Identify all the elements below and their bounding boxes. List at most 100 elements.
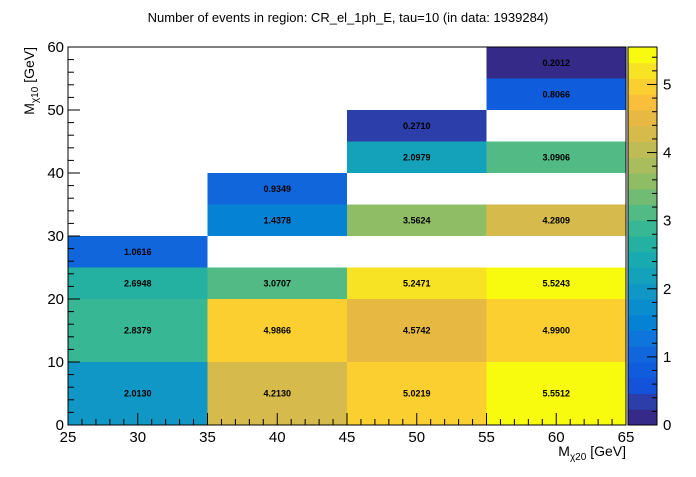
x-tick-label: 65 xyxy=(618,429,635,446)
cell-value-label: 2.6948 xyxy=(124,278,152,288)
heatmap-cell xyxy=(347,110,487,142)
y-tick-label: 10 xyxy=(47,354,64,371)
cell-value-label: 5.0219 xyxy=(403,389,431,399)
y-axis-title-sub: χ10 xyxy=(30,86,41,103)
cell-value-label: 1.4378 xyxy=(263,215,291,225)
y-tick-label: 40 xyxy=(47,165,64,182)
x-tick-label: 30 xyxy=(129,429,146,446)
cell-value-label: 2.0130 xyxy=(124,389,152,399)
colorbar-band xyxy=(628,236,657,253)
cell-value-label: 3.0906 xyxy=(542,152,570,162)
y-axis-title-main: M xyxy=(21,103,37,115)
colorbar-band xyxy=(628,362,657,379)
colorbar-tick-label: 5 xyxy=(663,76,671,93)
colorbar-band xyxy=(628,157,657,174)
y-tick-label: 30 xyxy=(47,228,64,245)
colorbar-tick-label: 3 xyxy=(663,213,671,230)
cell-labels: 2.0130 4.2130 5.0219 5.5512 2.8379 4.9866 4.57… xyxy=(124,58,570,399)
cell-value-label: 5.2471 xyxy=(403,278,431,288)
y-axis-title: Mχ10 [GeV] xyxy=(21,47,41,115)
heatmap-cell xyxy=(207,173,347,205)
colorbar-band xyxy=(628,299,657,316)
heatmap-cell xyxy=(486,299,626,362)
heatmap-cell xyxy=(486,141,626,173)
cell-value-label: 2.0979 xyxy=(403,152,431,162)
heatmap-cell xyxy=(68,299,208,362)
colorbar-band xyxy=(628,173,657,190)
x-axis-title: Mχ20 [GeV] xyxy=(558,443,626,463)
x-tick-label: 60 xyxy=(548,429,565,446)
heatmap-cells xyxy=(68,47,626,425)
cell-value-label: 3.5624 xyxy=(403,215,431,225)
colorbar-band xyxy=(628,251,657,268)
colorbar-band xyxy=(628,314,657,331)
heatmap-cell xyxy=(486,204,626,236)
heatmap-cell xyxy=(68,267,208,299)
cell-value-label: 0.9349 xyxy=(263,184,291,194)
colorbar-tick-label: 1 xyxy=(663,349,671,366)
cell-value-label: 4.2130 xyxy=(263,389,291,399)
colorbar-band xyxy=(628,188,657,205)
cell-value-label: 4.5742 xyxy=(403,326,431,336)
colorbar-band xyxy=(628,78,657,95)
cell-value-label: 0.2012 xyxy=(542,58,570,68)
colorbar-band xyxy=(628,94,657,111)
y-tick-label: 20 xyxy=(47,291,64,308)
colorbar-band xyxy=(628,47,657,64)
x-tick-label: 25 xyxy=(60,429,77,446)
cell-value-label: 3.0707 xyxy=(263,278,291,288)
cell-value-label: 2.8379 xyxy=(124,326,152,336)
colorbar-band xyxy=(628,267,657,284)
colorbar-band xyxy=(628,377,657,394)
cell-value-label: 0.2710 xyxy=(403,121,431,131)
y-axis-title-unit: [GeV] xyxy=(21,47,37,87)
x-tick-label: 45 xyxy=(339,429,356,446)
cell-value-label: 0.8066 xyxy=(542,89,570,99)
x-tick-label: 50 xyxy=(408,429,425,446)
cell-value-label: 4.9866 xyxy=(263,326,291,336)
heatmap-cell xyxy=(347,267,487,299)
heatmap-cell xyxy=(347,299,487,362)
cell-value-label: 1.0616 xyxy=(124,247,152,257)
heatmap-cell xyxy=(207,267,347,299)
cell-value-label: 4.2809 xyxy=(542,215,570,225)
x-axis-title-unit: [GeV] xyxy=(586,443,626,459)
colorbar-band xyxy=(628,110,657,127)
colorbar-band xyxy=(628,346,657,363)
cell-value-label: 4.9900 xyxy=(542,326,570,336)
heatmap-cell xyxy=(207,204,347,236)
heatmap-cell xyxy=(486,47,626,79)
x-tick-label: 35 xyxy=(199,429,216,446)
y-tick-label: 50 xyxy=(47,102,64,119)
y-axis: 0 10 20 30 40 50 60 xyxy=(47,39,80,434)
y-tick-label: 0 xyxy=(56,417,64,434)
colorbar-tick-label: 2 xyxy=(663,281,671,298)
colorbar-frame xyxy=(627,46,658,426)
heatmap-cell xyxy=(347,204,487,236)
colorbar-band xyxy=(628,204,657,221)
colorbar-band xyxy=(628,125,657,142)
x-tick-label: 55 xyxy=(478,429,495,446)
x-axis: 25 30 35 40 45 50 55 60 65 xyxy=(60,413,635,446)
heatmap-cell xyxy=(486,267,626,299)
y-tick-label: 60 xyxy=(47,39,64,56)
colorbar-band xyxy=(628,409,657,426)
colorbar-band xyxy=(628,330,657,347)
colorbar-band xyxy=(628,141,657,158)
heatmap-cell xyxy=(207,299,347,362)
cell-value-label: 5.5512 xyxy=(542,389,570,399)
chart-title: Number of events in region: CR_el_1ph_E,… xyxy=(148,10,549,25)
colorbar-tick-label: 0 xyxy=(663,417,671,434)
x-tick-label: 40 xyxy=(269,429,286,446)
x-axis-title-main: M xyxy=(558,443,570,459)
color-scale-bar: 0 1 2 3 4 5 xyxy=(627,46,671,434)
heatmap-cell xyxy=(68,236,208,268)
heatmap-cell xyxy=(486,78,626,110)
colorbar-band xyxy=(628,62,657,79)
colorbar-band xyxy=(628,283,657,300)
colorbar-band xyxy=(628,393,657,410)
cell-value-label: 5.5243 xyxy=(542,278,570,288)
colorbar-tick-label: 4 xyxy=(663,145,671,162)
